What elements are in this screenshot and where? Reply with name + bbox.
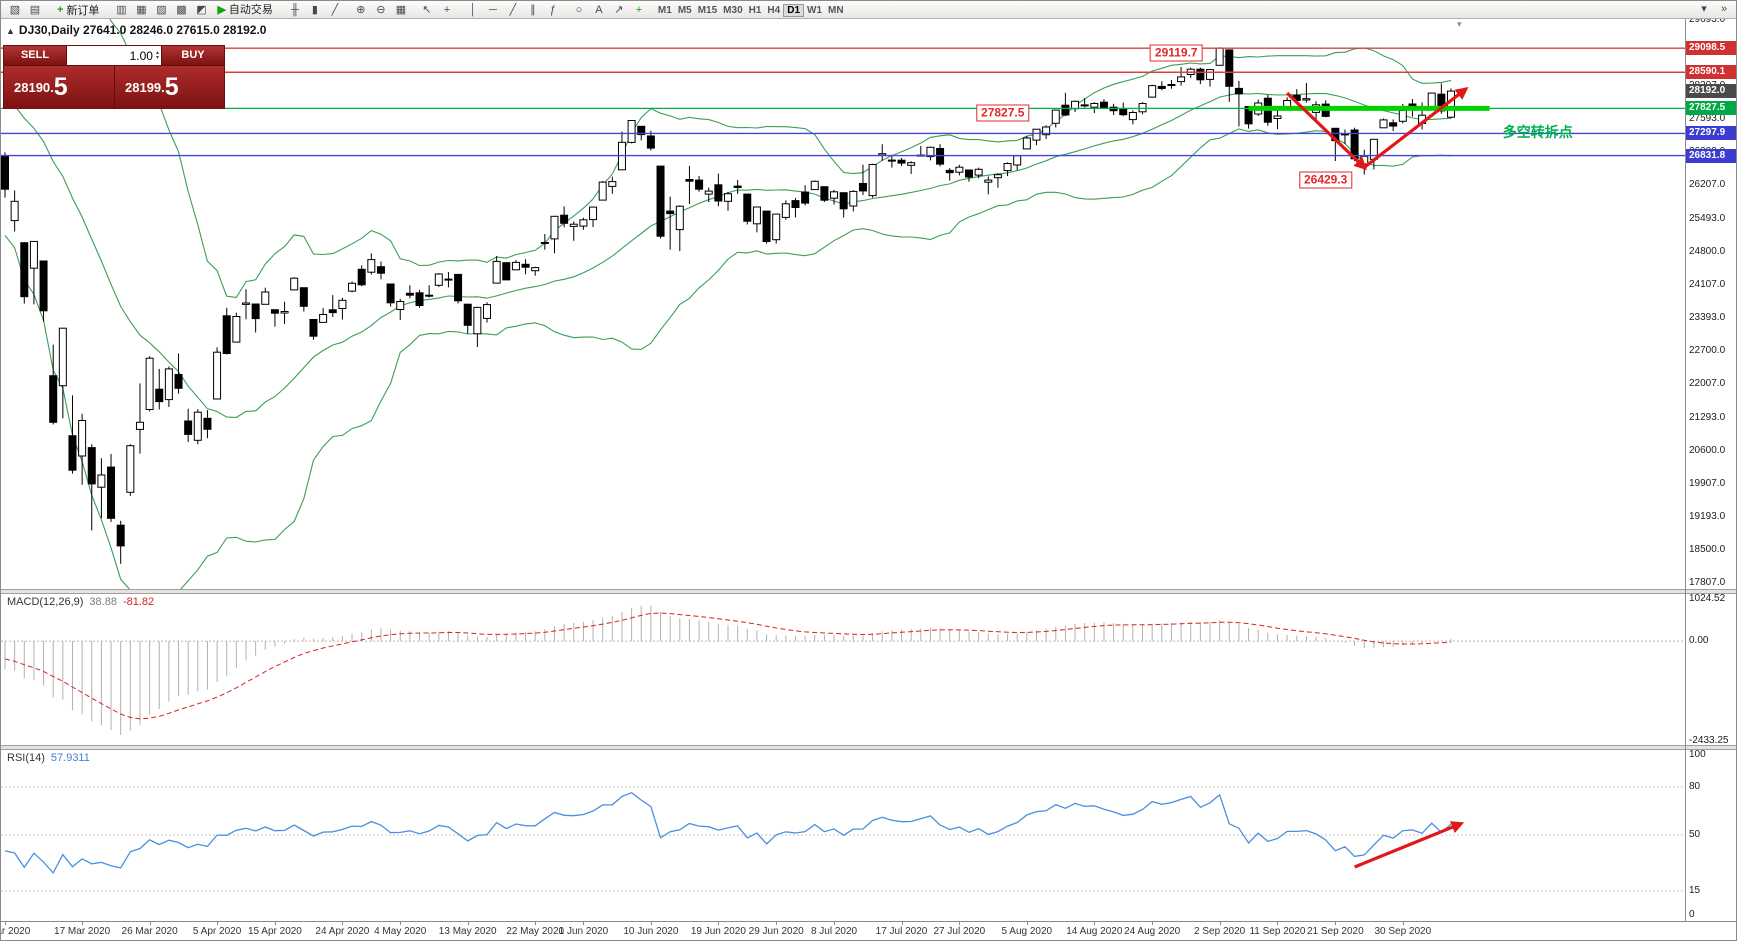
rsi-value: 57.9311 [50,752,90,764]
sell-price-big-digit: 5 [53,73,68,101]
bar-chart-icon[interactable]: ╫ [291,3,299,16]
date-axis-border [1,921,1736,922]
chart-ohlc-values: 27641.0 28246.0 27615.0 28192.0 [82,23,267,37]
chart-symbol-period: DJ30,Daily [18,23,80,37]
panel-splitter-macd[interactable] [1,589,1736,594]
navigator-icon[interactable]: ▨ [156,3,167,16]
macd-indicator-label: MACD(12,26,9) 38.88 -81.82 [7,596,154,608]
cursor-icon[interactable]: ↖ [422,3,432,16]
volume-input[interactable]: 1.00 ▴ ▾ [66,46,162,65]
macd-signal-value: -81.82 [122,596,155,608]
sell-price-button[interactable]: 28190. 5 [4,66,114,109]
panel-splitter-rsi[interactable] [1,745,1736,750]
timeframe-m5-button[interactable]: M5 [677,4,692,16]
macd-main-value: 38.88 [89,596,117,608]
timeframe-w1-button[interactable]: W1 [807,4,823,16]
vertical-line-icon[interactable]: │ [469,3,477,16]
volume-up-icon[interactable]: ▴ [155,49,159,56]
sell-price-int: 28190. [14,80,54,95]
buy-price-int: 28199. [125,80,165,95]
chart-info-line: ▲ DJ30,Daily 27641.0 28246.0 27615.0 2819… [6,23,266,37]
macd-name: MACD(12,26,9) [7,596,84,608]
fibonacci-icon[interactable]: ƒ [549,3,556,16]
new-order-button-label: 新订单 [66,4,100,17]
volume-spinner[interactable]: ▴ ▾ [155,49,159,61]
strategy-tester-icon[interactable]: ◩ [196,3,207,16]
buy-price-button[interactable]: 28199. 5 [114,66,224,109]
rsi-name: RSI(14) [7,752,45,764]
toolbar-left-group: ▧ ▤ + 新订单 ▥ ▦ ▨ ▩ ◩ ▶ 自动交易 ╫ ▮ ╱ ⊕ ⊖ ▦ ↖ + │ ─ ╱ ∥ ƒ ○ A ↗ + M1 M5 M15… [5,2,847,18]
toolbar-right-group: ▾» [1694,2,1734,17]
tile-windows-icon[interactable]: ▦ [395,3,407,16]
timeframe-h4-button[interactable]: H4 [767,4,781,16]
price-axis-border [1685,19,1686,922]
chart-profiles-icon[interactable]: ▤ [29,3,41,16]
timeframe-m30-button[interactable]: M30 [723,4,743,16]
timeframe-m15-button[interactable]: M15 [697,4,718,16]
one-click-collapse-arrow[interactable]: ▲ [6,26,15,36]
data-window-icon[interactable]: ▦ [136,3,147,16]
timeframe-d1-button[interactable]: D1 [783,3,805,17]
new-order-button-icon: + [57,3,64,16]
auto-trading-button-icon: ▶ [217,3,226,16]
new-chart-icon[interactable]: ▧ [9,3,21,16]
indicators-icon[interactable]: + [635,3,643,16]
text-icon[interactable]: A [595,3,603,16]
one-click-trade-panel: SELL 1.00 ▴ ▾ BUY 28190. 5 28199. 5 [3,45,225,109]
candlestick-chart-icon[interactable]: ▮ [311,3,318,16]
buy-button[interactable]: BUY [162,46,224,65]
volume-down-icon[interactable]: ▾ [155,54,159,61]
toolbar: ▧ ▤ + 新订单 ▥ ▦ ▨ ▩ ◩ ▶ 自动交易 ╫ ▮ ╱ ⊕ ⊖ ▦ ↖ + │ ─ ╱ ∥ ƒ ○ A ↗ + M1 M5 M15… [1,1,1736,19]
shapes-icon[interactable]: ○ [575,3,583,16]
channel-icon[interactable]: ∥ [530,3,536,16]
zoom-in-icon[interactable]: ⊕ [356,3,366,16]
horizontal-line-icon[interactable]: ─ [489,3,497,16]
rsi-indicator-label: RSI(14) 57.9311 [7,752,90,764]
line-chart-icon[interactable]: ╱ [331,3,339,16]
toolbar-overflow-icon[interactable]: » [1720,3,1728,15]
toolbar-customize-icon[interactable]: ▾ [1701,3,1707,15]
buy-price-big-digit: 5 [164,73,179,101]
zoom-out-icon[interactable]: ⊖ [376,3,386,16]
sell-button[interactable]: SELL [4,46,66,65]
timeframe-m1-button[interactable]: M1 [657,4,672,16]
arrow-tool-icon[interactable]: ↗ [614,3,624,16]
terminal-icon[interactable]: ▩ [176,3,187,16]
timeframe-h1-button[interactable]: H1 [748,4,762,16]
auto-trading-button[interactable]: ▶ 自动交易 [211,2,278,17]
crosshair-icon[interactable]: + [443,3,451,16]
auto-trading-button-label: 自动交易 [228,4,273,16]
trendline-icon[interactable]: ╱ [509,3,517,16]
timeframe-mn-button[interactable]: MN [828,4,844,16]
market-watch-icon[interactable]: ▥ [116,3,127,16]
new-order-button[interactable]: + 新订单 [51,2,105,17]
volume-value: 1.00 [129,48,153,63]
